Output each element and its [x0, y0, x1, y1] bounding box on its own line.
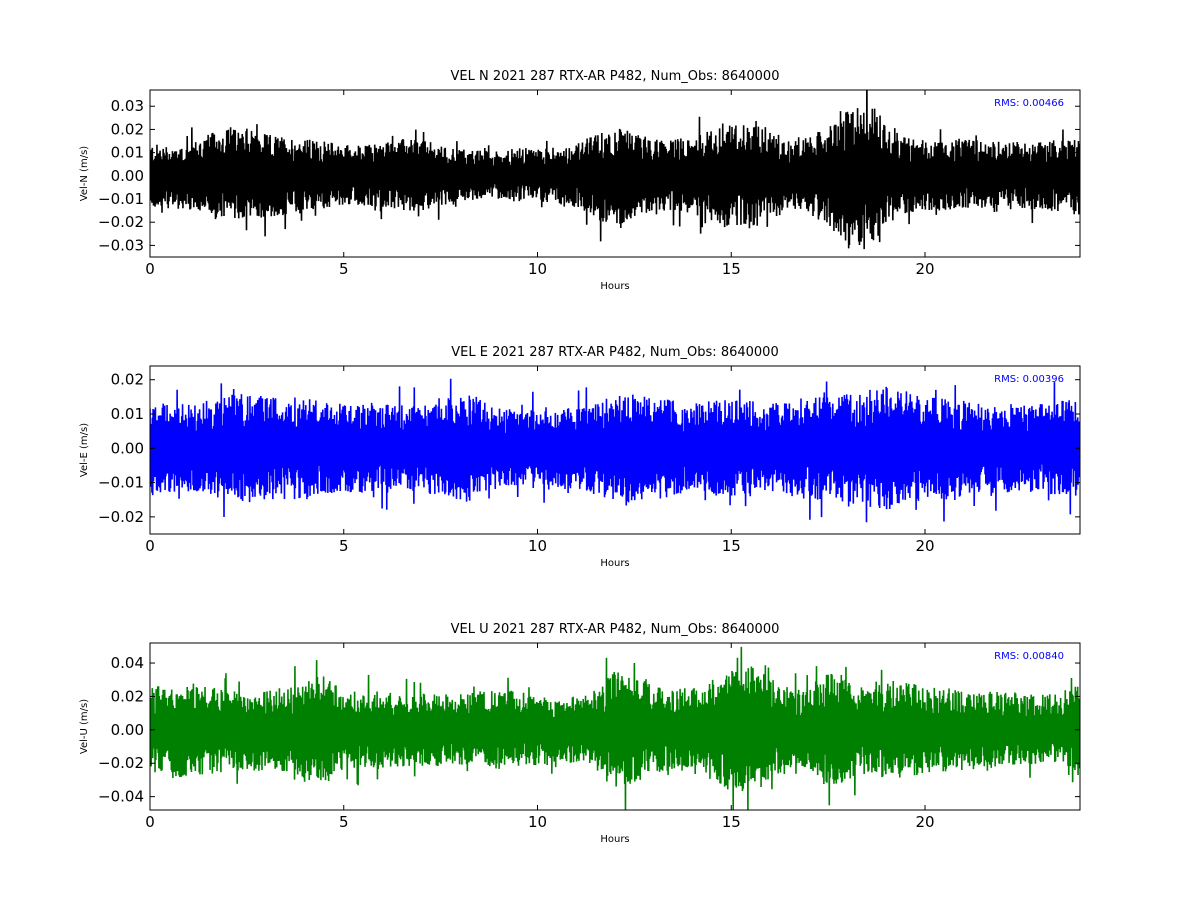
y-tick-label: −0.03	[98, 236, 144, 254]
x-axis-label: Hours	[600, 558, 629, 569]
x-tick-label: 0	[145, 537, 155, 555]
x-axis-label: Hours	[600, 834, 629, 845]
y-tick-label: 0.01	[111, 144, 144, 162]
axes-frame	[149, 642, 1081, 811]
y-tick-label: 0.02	[111, 371, 144, 389]
x-tick-label: 5	[339, 537, 349, 555]
y-tick-label: 0.00	[111, 439, 144, 457]
x-tick-label: 20	[915, 537, 934, 555]
panel-north: VEL N 2021 287 RTX-AR P482, Num_Obs: 864…	[79, 69, 1081, 292]
axes-frame	[149, 365, 1081, 535]
y-tick-label: −0.02	[98, 213, 144, 231]
panel-east: VEL E 2021 287 RTX-AR P482, Num_Obs: 864…	[79, 345, 1081, 569]
y-tick-label: −0.02	[98, 508, 144, 526]
series-trace	[150, 378, 1080, 523]
series-trace	[150, 90, 1080, 250]
y-axis-label: Vel-E (m/s)	[79, 423, 90, 477]
y-tick-label: 0.03	[111, 97, 144, 115]
x-tick-label: 10	[528, 260, 547, 278]
y-tick-label: 0.00	[111, 721, 144, 739]
y-axis-label: Vel-N (m/s)	[79, 146, 90, 201]
y-tick-label: −0.04	[98, 788, 144, 806]
y-tick-label: 0.02	[111, 120, 144, 138]
x-axis-label: Hours	[600, 281, 629, 292]
y-tick-label: 0.01	[111, 405, 144, 423]
x-tick-label: 15	[722, 537, 741, 555]
x-tick-label: 5	[339, 260, 349, 278]
series-trace	[150, 646, 1080, 810]
x-tick-label: 5	[339, 813, 349, 831]
x-tick-label: 10	[528, 537, 547, 555]
y-tick-label: 0.02	[111, 687, 144, 705]
y-axis-label: Vel-U (m/s)	[79, 699, 90, 754]
axes-frame	[149, 89, 1081, 258]
y-tick-label: −0.02	[98, 754, 144, 772]
panel-up: VEL U 2021 287 RTX-AR P482, Num_Obs: 864…	[79, 622, 1081, 845]
x-tick-label: 15	[722, 813, 741, 831]
x-tick-label: 20	[915, 260, 934, 278]
rms-annotation: RMS: 0.00840	[994, 651, 1064, 662]
y-tick-label: −0.01	[98, 190, 144, 208]
rms-annotation: RMS: 0.00396	[994, 374, 1064, 385]
chart-title: VEL N 2021 287 RTX-AR P482, Num_Obs: 864…	[451, 69, 780, 84]
chart-title: VEL U 2021 287 RTX-AR P482, Num_Obs: 864…	[451, 622, 780, 637]
x-tick-label: 15	[722, 260, 741, 278]
chart-title: VEL E 2021 287 RTX-AR P482, Num_Obs: 864…	[451, 345, 778, 360]
x-tick-label: 10	[528, 813, 547, 831]
y-tick-label: 0.00	[111, 167, 144, 185]
y-tick-label: −0.01	[98, 474, 144, 492]
x-tick-label: 0	[145, 260, 155, 278]
x-tick-label: 20	[915, 813, 934, 831]
x-tick-label: 0	[145, 813, 155, 831]
rms-annotation: RMS: 0.00466	[994, 98, 1064, 109]
y-tick-label: 0.04	[111, 654, 144, 672]
